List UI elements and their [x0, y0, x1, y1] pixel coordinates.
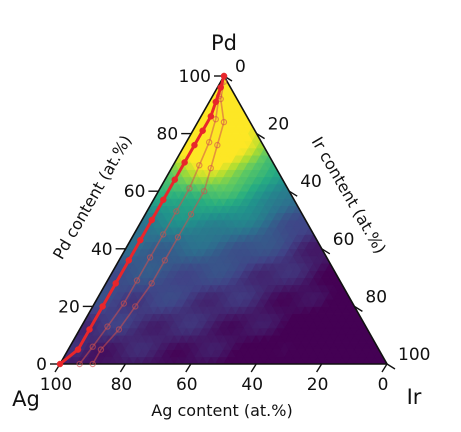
series-point — [97, 346, 105, 353]
right-axis-tick-mark — [321, 248, 331, 255]
series-point — [89, 343, 96, 350]
series-point — [125, 257, 133, 264]
series-point — [171, 176, 179, 183]
series-point — [217, 84, 224, 91]
series-layer — [56, 72, 228, 368]
triangle-frame — [58, 74, 389, 365]
series-point — [212, 115, 219, 123]
bottom-axis-tick-mark — [316, 363, 323, 373]
series-point — [99, 303, 106, 310]
series-point — [207, 113, 215, 120]
left-axis-tick-label: 20 — [58, 297, 80, 317]
series-point — [187, 211, 195, 218]
series-point — [191, 141, 198, 149]
right-axis-tick-mark — [256, 133, 265, 140]
series-point — [133, 277, 141, 284]
series-point — [181, 159, 188, 166]
series-point — [132, 303, 139, 310]
series-point — [220, 72, 228, 80]
series-point — [146, 254, 154, 261]
bottom-axis-label: Ag content (at.%) — [151, 401, 292, 420]
series-point — [205, 139, 213, 146]
series-point — [220, 118, 228, 126]
series-point — [137, 236, 144, 244]
series-point — [207, 164, 214, 172]
series-point — [199, 127, 206, 134]
series-point — [115, 326, 123, 333]
right-axis-tick-label: 40 — [300, 172, 322, 192]
bottom-axis-tick-label: 0 — [378, 375, 389, 395]
left-axis-tick-label: 60 — [124, 182, 146, 202]
series-point — [86, 326, 93, 333]
left-axis-tick-label: 100 — [179, 67, 211, 87]
bottom-axis-tick-label: 20 — [307, 375, 329, 395]
left-axis-tick-label: 0 — [36, 355, 47, 375]
vertex-label-left: Ag — [12, 387, 40, 411]
bottom-axis-tick-mark — [119, 363, 126, 373]
series-point — [120, 300, 128, 307]
right-axis-tick-mark — [354, 305, 363, 312]
bottom-axis-tick-mark — [185, 363, 192, 373]
bottom-axis-tick-mark — [381, 363, 388, 373]
left-axis-tick-label: 40 — [91, 240, 113, 260]
series-point — [161, 257, 169, 264]
left-axis-tick-label: 80 — [157, 125, 179, 145]
series-point — [212, 98, 220, 106]
series-point — [74, 346, 82, 353]
series-point — [214, 141, 221, 149]
series-point — [160, 231, 167, 238]
series-point — [148, 216, 156, 224]
right-axis-tick-label: 20 — [268, 115, 290, 135]
right-axis-tick-label: 60 — [333, 230, 355, 250]
series-line — [92, 81, 225, 365]
bottom-axis-tick-label: 60 — [176, 375, 198, 395]
bottom-axis-tick-mark — [250, 363, 257, 373]
series-point — [160, 196, 167, 204]
series-point — [112, 280, 119, 287]
vertex-label-top: Pd — [211, 31, 237, 55]
series-point — [173, 208, 180, 215]
right-axis-tick-label: 80 — [365, 287, 387, 307]
series-point — [89, 360, 96, 368]
series-point — [200, 187, 208, 195]
right-axis-tick-label: 100 — [398, 345, 430, 365]
right-axis-tick-mark — [386, 363, 396, 370]
bottom-axis-tick-label: 100 — [40, 375, 72, 395]
series-point — [76, 360, 83, 368]
vertex-label-right: Ir — [407, 385, 422, 409]
right-axis-tick-mark — [288, 190, 298, 197]
bottom-axis-tick-label: 40 — [241, 375, 263, 395]
series-point — [174, 234, 182, 241]
series-point — [186, 185, 193, 192]
series-line — [78, 75, 225, 365]
series-point — [56, 360, 64, 368]
series-point — [196, 162, 203, 169]
series-point — [148, 280, 155, 287]
series-point — [104, 323, 111, 330]
right-axis-tick-label: 0 — [235, 57, 246, 77]
bottom-axis-tick-label: 80 — [111, 375, 133, 395]
